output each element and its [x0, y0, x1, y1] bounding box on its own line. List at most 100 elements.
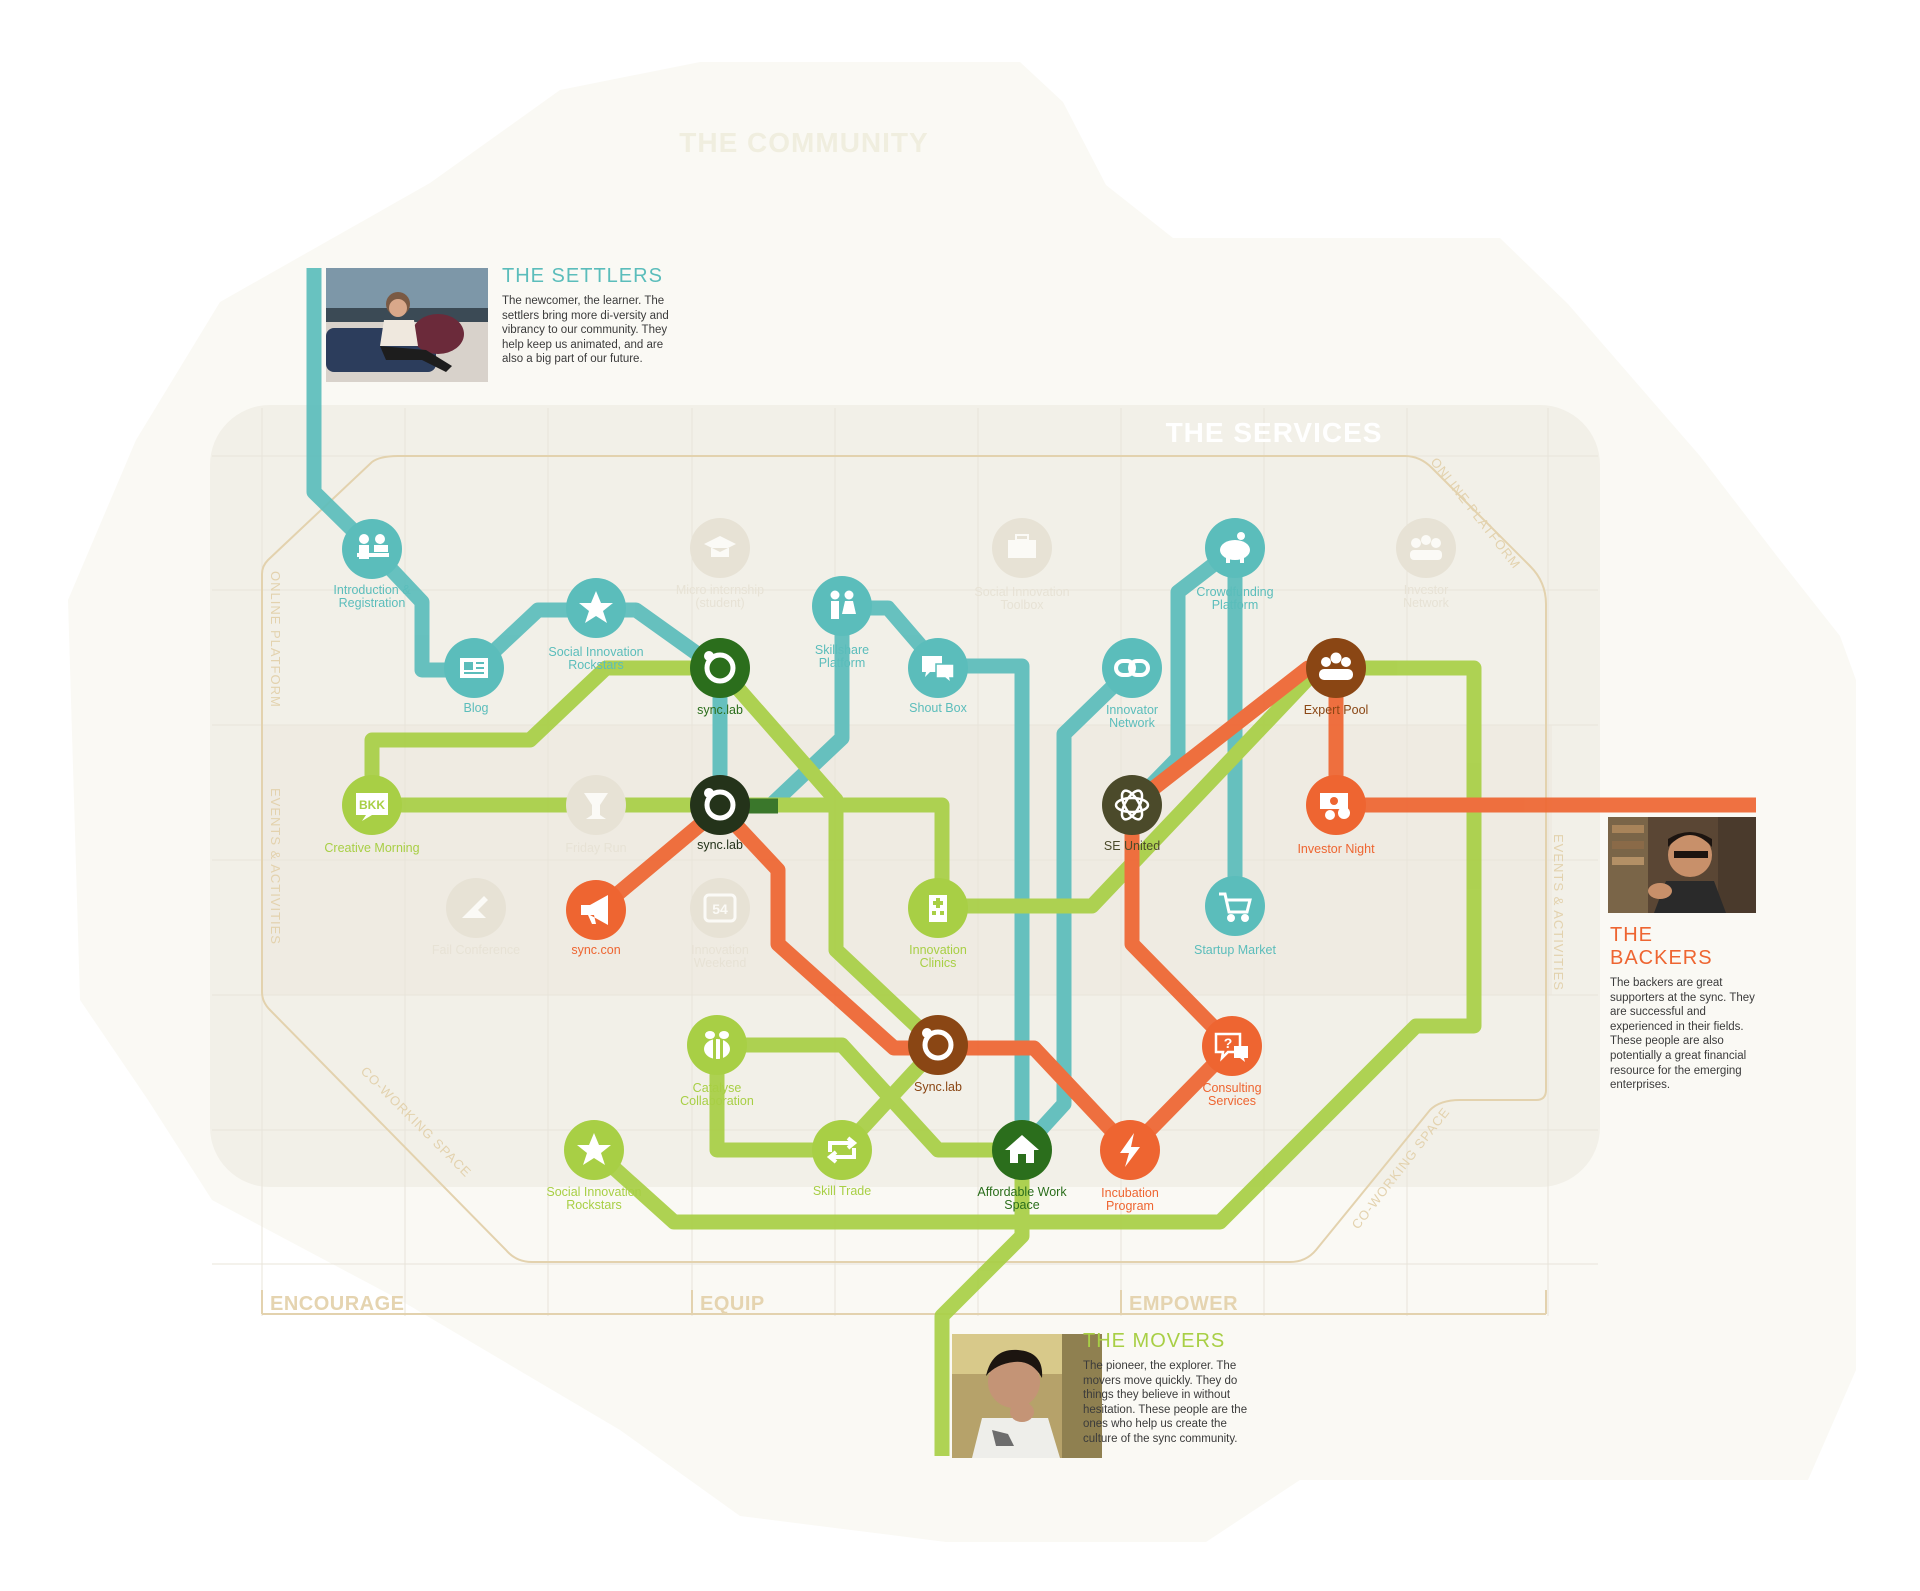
label-skillshare: Skillshare Platform [815, 643, 869, 670]
people-group-icon [1319, 652, 1353, 680]
lime-line-skilltrade [709, 1040, 944, 1158]
station-creative-morning[interactable]: BKK [342, 775, 402, 835]
backers-card: THE BACKERS The backers are great suppor… [1610, 924, 1760, 1093]
trophy-icon [584, 793, 608, 819]
teal-line-innovator [1016, 662, 1138, 1156]
atom-icon [1114, 789, 1150, 821]
label-synclab2: sync.lab [697, 838, 743, 852]
label-blog: Blog [463, 701, 488, 715]
station-expert-pool[interactable] [1306, 638, 1366, 698]
movers-photo [952, 1334, 1102, 1458]
bee-icon [704, 1031, 730, 1059]
settlers-title: THE SETTLERS [502, 265, 663, 287]
label-startup: Startup Market [1194, 943, 1277, 957]
backers-title: THE BACKERS [1610, 924, 1713, 969]
star-icon [577, 1133, 611, 1165]
reception-desk-icon [357, 534, 389, 559]
phase-encourage: ENCOURAGE [270, 1293, 405, 1315]
station-innovation-weekend[interactable]: 54 [690, 878, 750, 938]
services-title: THE SERVICES [1166, 417, 1383, 448]
station-investor-network[interactable] [1396, 518, 1456, 578]
label-skilltrade: Skill Trade [813, 1184, 871, 1198]
label-synccon: sync.con [571, 943, 620, 957]
label-fail: Fail Conference [432, 943, 520, 957]
graduation-cap-icon [704, 536, 736, 557]
station-affordable-workspace[interactable] [992, 1120, 1052, 1180]
phase-equip: EQUIP [700, 1293, 765, 1315]
zone-events-left: EVENTS & ACTIVITIES [268, 788, 283, 945]
label-catalyse: Catalyse Collaboration [680, 1081, 754, 1108]
label-invnet: Investor Network [1403, 583, 1450, 610]
station-micro-internship[interactable] [690, 518, 750, 578]
station-innovator-network[interactable] [1102, 638, 1162, 698]
label-expert: Expert Pool [1304, 703, 1369, 717]
station-synclab-bottom[interactable] [908, 1015, 968, 1075]
station-innovation-clinics[interactable] [908, 878, 968, 938]
label-toolbox: Social Innovation Toolbox [974, 585, 1069, 612]
movers-desc: The pioneer, the explorer. The movers mo… [1083, 1360, 1248, 1445]
backers-desc: The backers are great supporters at the … [1610, 977, 1755, 1092]
station-sir-bottom[interactable] [564, 1120, 624, 1180]
handshake-people-icon [830, 590, 856, 619]
station-shoutbox[interactable] [908, 638, 968, 698]
station-toolbox[interactable] [992, 518, 1052, 578]
station-friday-run[interactable] [566, 775, 626, 835]
station-crowdfunding[interactable] [1205, 518, 1265, 578]
shopping-cart-icon [1219, 892, 1252, 922]
station-fail-conference[interactable] [446, 878, 506, 938]
station-catalyse[interactable] [687, 1015, 747, 1075]
station-introduction[interactable] [342, 519, 402, 579]
settlers-card: THE SETTLERS The newcomer, the learner. … [502, 265, 682, 367]
label-incubation: Incubation Program [1101, 1186, 1159, 1213]
label-intro: Introduction & Registration [333, 583, 411, 610]
station-startup-market[interactable] [1205, 876, 1265, 936]
lime-line-clinics [588, 660, 1482, 1230]
station-sir-top[interactable] [566, 578, 626, 638]
people-group-icon [1410, 535, 1442, 560]
station-se-united[interactable] [1102, 775, 1162, 835]
label-clinics: Innovation Clinics [909, 943, 967, 970]
station-skillshare[interactable] [812, 576, 872, 636]
station-synclab-top[interactable] [690, 638, 750, 698]
chain-link-icon [1114, 659, 1150, 677]
sync-logo-icon [922, 1028, 954, 1061]
speech-bubbles-icon [922, 656, 955, 685]
community-title: THE COMMUNITY [679, 127, 928, 158]
label-sir-bottom: Social Innovation Rockstars [546, 1185, 641, 1212]
question-bubble-icon: ? [1214, 1032, 1248, 1062]
sync-logo-icon [704, 788, 736, 821]
settlers-photo [326, 268, 488, 382]
label-seunited: SE United [1104, 839, 1160, 853]
megaphone-icon [581, 895, 608, 925]
sync-logo-icon [704, 651, 736, 684]
label-micro: Micro internship (student) [676, 583, 764, 610]
house-icon [1005, 1135, 1039, 1163]
money-icon [1320, 793, 1350, 820]
lime-line-movers [934, 1150, 1030, 1456]
backers-photo [1608, 817, 1756, 913]
label-innonet: Innovator Network [1106, 703, 1158, 730]
label-creative: Creative Morning [324, 841, 419, 855]
station-blog[interactable] [444, 638, 504, 698]
station-skill-trade[interactable] [812, 1120, 872, 1180]
zone-online-left: ONLINE PLATFORM [268, 571, 283, 708]
label-invnight: Investor Night [1297, 842, 1375, 856]
station-investor-night[interactable] [1306, 775, 1366, 835]
settlers-desc: The newcomer, the learner. The settlers … [502, 295, 669, 366]
station-synccon[interactable] [566, 880, 626, 940]
zone-border [261, 455, 1547, 1263]
phase-empower: EMPOWER [1129, 1293, 1238, 1315]
label-crowd: Crowdfunding Platform [1196, 585, 1273, 612]
station-consulting[interactable]: ? [1202, 1016, 1262, 1076]
label-shoutbox: Shout Box [909, 701, 967, 715]
exchange-arrows-icon [826, 1136, 858, 1164]
lime-line-top [364, 660, 720, 805]
station-synclab-mid[interactable] [690, 775, 750, 835]
label-synclab1: sync.lab [697, 703, 743, 717]
station-incubation[interactable] [1100, 1120, 1160, 1180]
zone-events-right: EVENTS & ACTIVITIES [1551, 834, 1566, 991]
label-sir-top: Social Innovation Rockstars [548, 645, 643, 672]
lightning-icon [1120, 1133, 1140, 1167]
